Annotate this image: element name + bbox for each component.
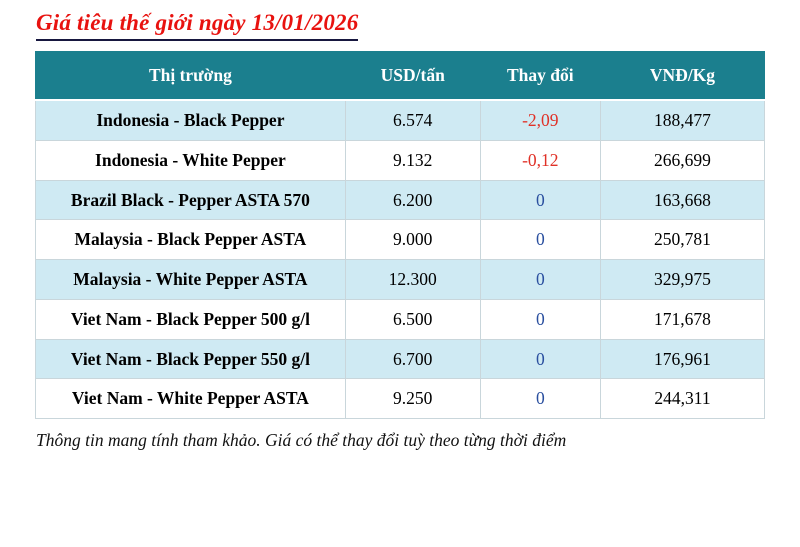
page-title: Giá tiêu thế giới ngày 13/01/2026 (36, 10, 359, 41)
vnd-cell: 329,975 (599, 259, 766, 300)
table-row: Indonesia - Black Pepper 6.574 -2,09 188,47… (35, 99, 766, 141)
usd-cell: 6.200 (344, 179, 481, 221)
usd-cell: 9.000 (344, 219, 481, 260)
change-cell: 0 (479, 338, 601, 380)
vnd-cell: 188,477 (599, 99, 766, 141)
table-row: Brazil Black - Pepper ASTA 570 6.200 0 163,… (35, 179, 766, 221)
table-row: Viet Nam - Black Pepper 500 g/l 6.500 0 171… (35, 298, 766, 340)
change-cell: 0 (479, 298, 601, 340)
table-header-row: Thị trường USD/tấn Thay đổi VNĐ/Kg (35, 51, 766, 101)
change-cell: -2,09 (479, 99, 601, 141)
change-cell: 0 (479, 179, 601, 221)
table-body: Indonesia - Black Pepper 6.574 -2,09 188,47… (35, 99, 766, 419)
vnd-cell: 171,678 (599, 298, 766, 340)
change-cell: -0,12 (479, 139, 601, 181)
table-row: Indonesia - White Pepper 9.132 -0,12 266,69… (35, 139, 766, 181)
market-cell: Indonesia - White Pepper (35, 139, 346, 181)
column-header-change: Thay đổi (479, 51, 601, 101)
column-header-market: Thị trường (35, 51, 346, 101)
table-row: Malaysia - White Pepper ASTA 12.300 0 329,9… (35, 259, 766, 300)
vnd-cell: 250,781 (599, 219, 766, 260)
usd-cell: 6.574 (344, 99, 481, 141)
market-cell: Brazil Black - Pepper ASTA 570 (35, 179, 346, 221)
change-cell: 0 (479, 219, 601, 260)
market-cell: Indonesia - Black Pepper (35, 99, 346, 141)
vnd-cell: 244,311 (599, 378, 766, 419)
column-header-vnd: VNĐ/Kg (599, 51, 766, 101)
market-cell: Malaysia - Black Pepper ASTA (35, 219, 346, 260)
usd-cell: 6.500 (344, 298, 481, 340)
column-header-usd: USD/tấn (344, 51, 481, 101)
pepper-price-table: Thị trường USD/tấn Thay đổi VNĐ/Kg Indon… (35, 51, 766, 419)
vnd-cell: 163,668 (599, 179, 766, 221)
market-cell: Viet Nam - Black Pepper 550 g/l (35, 338, 346, 380)
usd-cell: 12.300 (344, 259, 481, 300)
market-cell: Malaysia - White Pepper ASTA (35, 259, 346, 300)
change-cell: 0 (479, 378, 601, 419)
usd-cell: 9.132 (344, 139, 481, 181)
table-row: Viet Nam - White Pepper ASTA 9.250 0 244,31… (35, 378, 766, 419)
table-row: Malaysia - Black Pepper ASTA 9.000 0 250,78… (35, 219, 766, 260)
disclaimer-text: Thông tin mang tính tham khảo. Giá có th… (36, 430, 567, 450)
usd-cell: 6.700 (344, 338, 481, 380)
vnd-cell: 176,961 (599, 338, 766, 380)
table-row: Viet Nam - Black Pepper 550 g/l 6.700 0 176… (35, 338, 766, 380)
vnd-cell: 266,699 (599, 139, 766, 181)
market-cell: Viet Nam - Black Pepper 500 g/l (35, 298, 346, 340)
market-cell: Viet Nam - White Pepper ASTA (35, 378, 346, 419)
change-cell: 0 (479, 259, 601, 300)
usd-cell: 9.250 (344, 378, 481, 419)
